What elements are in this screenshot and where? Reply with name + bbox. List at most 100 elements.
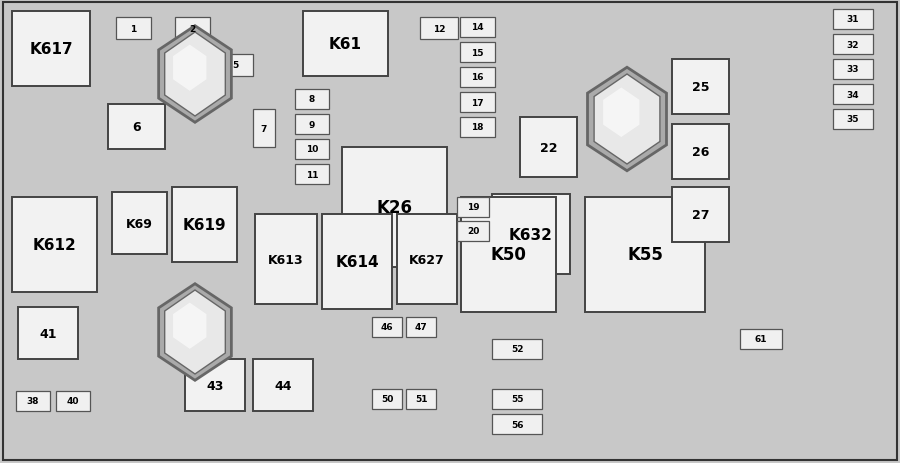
Text: 25: 25	[692, 81, 709, 94]
Bar	[172, 188, 237, 263]
Bar	[520, 118, 577, 178]
Text: 40: 40	[67, 397, 79, 406]
Polygon shape	[173, 303, 206, 349]
Bar	[460, 43, 495, 63]
Bar	[833, 35, 873, 55]
Bar	[833, 60, 873, 80]
Text: 50: 50	[381, 394, 393, 404]
Text: 6: 6	[132, 121, 140, 134]
Bar	[406, 389, 436, 409]
Text: K69: K69	[126, 217, 153, 230]
Bar	[322, 214, 392, 309]
Text: 31: 31	[847, 15, 860, 25]
Bar	[18, 307, 78, 359]
Polygon shape	[603, 88, 639, 138]
Bar	[372, 389, 402, 409]
Bar	[218, 55, 253, 77]
Bar	[406, 317, 436, 337]
Text: K632: K632	[509, 227, 553, 242]
Text: 16: 16	[472, 73, 484, 82]
Text: 9: 9	[309, 120, 315, 129]
Bar	[16, 391, 50, 411]
Bar	[833, 110, 873, 130]
Bar	[672, 188, 729, 243]
Text: K612: K612	[32, 238, 76, 252]
Text: 46: 46	[381, 323, 393, 332]
Text: K617: K617	[29, 42, 73, 57]
Text: 26: 26	[692, 146, 709, 159]
Polygon shape	[588, 68, 667, 171]
Text: 38: 38	[27, 397, 40, 406]
Text: 12: 12	[433, 25, 446, 33]
Text: 18: 18	[472, 123, 484, 132]
Text: 10: 10	[306, 145, 319, 154]
Bar	[112, 193, 167, 255]
Bar	[461, 198, 556, 313]
Bar	[108, 105, 165, 150]
Bar	[295, 165, 329, 185]
Bar	[185, 359, 245, 411]
Bar	[295, 90, 329, 110]
Polygon shape	[165, 33, 225, 117]
Text: 2: 2	[189, 25, 195, 33]
Text: 27: 27	[692, 208, 709, 221]
Text: 41: 41	[40, 327, 57, 340]
Text: 52: 52	[511, 345, 523, 354]
Text: 1: 1	[130, 25, 137, 33]
Bar	[740, 329, 782, 349]
Bar	[253, 110, 275, 148]
Text: 43: 43	[206, 379, 224, 392]
Bar	[397, 214, 457, 304]
Text: K61: K61	[329, 37, 362, 52]
Polygon shape	[165, 290, 225, 374]
Text: K627: K627	[410, 253, 445, 266]
Text: 8: 8	[309, 95, 315, 104]
Polygon shape	[173, 45, 206, 92]
Text: 34: 34	[847, 90, 860, 99]
Text: 33: 33	[847, 65, 860, 75]
Text: 20: 20	[467, 227, 479, 236]
Text: 47: 47	[415, 323, 428, 332]
Text: 61: 61	[755, 335, 767, 344]
Text: K619: K619	[183, 218, 226, 232]
Text: 56: 56	[511, 419, 523, 429]
Bar	[460, 118, 495, 138]
Bar	[460, 93, 495, 113]
Bar	[492, 339, 542, 359]
Text: 7: 7	[261, 124, 267, 133]
Bar	[253, 359, 313, 411]
Text: K50: K50	[491, 246, 526, 264]
Bar	[672, 60, 729, 115]
Text: 5: 5	[232, 62, 239, 70]
Text: 51: 51	[415, 394, 428, 404]
Bar	[492, 389, 542, 409]
Bar	[492, 414, 542, 434]
Text: 19: 19	[467, 203, 480, 212]
Text: 32: 32	[847, 40, 860, 50]
Text: 22: 22	[540, 141, 557, 154]
Text: 44: 44	[274, 379, 292, 392]
Text: K613: K613	[268, 253, 304, 266]
Bar	[457, 221, 489, 242]
Text: 17: 17	[472, 98, 484, 107]
Bar	[175, 18, 210, 40]
Bar	[492, 194, 570, 275]
Text: 11: 11	[306, 170, 319, 179]
Polygon shape	[594, 75, 660, 165]
Bar	[342, 148, 447, 268]
Text: 55: 55	[511, 394, 523, 404]
Polygon shape	[158, 27, 231, 123]
Polygon shape	[158, 284, 231, 381]
Bar	[833, 85, 873, 105]
Bar	[295, 115, 329, 135]
Bar	[116, 18, 151, 40]
Bar	[672, 125, 729, 180]
Bar	[255, 214, 317, 304]
Text: K614: K614	[335, 255, 379, 269]
Bar	[457, 198, 489, 218]
Bar	[303, 12, 388, 77]
Text: K55: K55	[627, 246, 663, 264]
Bar	[460, 68, 495, 88]
Bar	[460, 18, 495, 38]
Bar	[585, 198, 705, 313]
